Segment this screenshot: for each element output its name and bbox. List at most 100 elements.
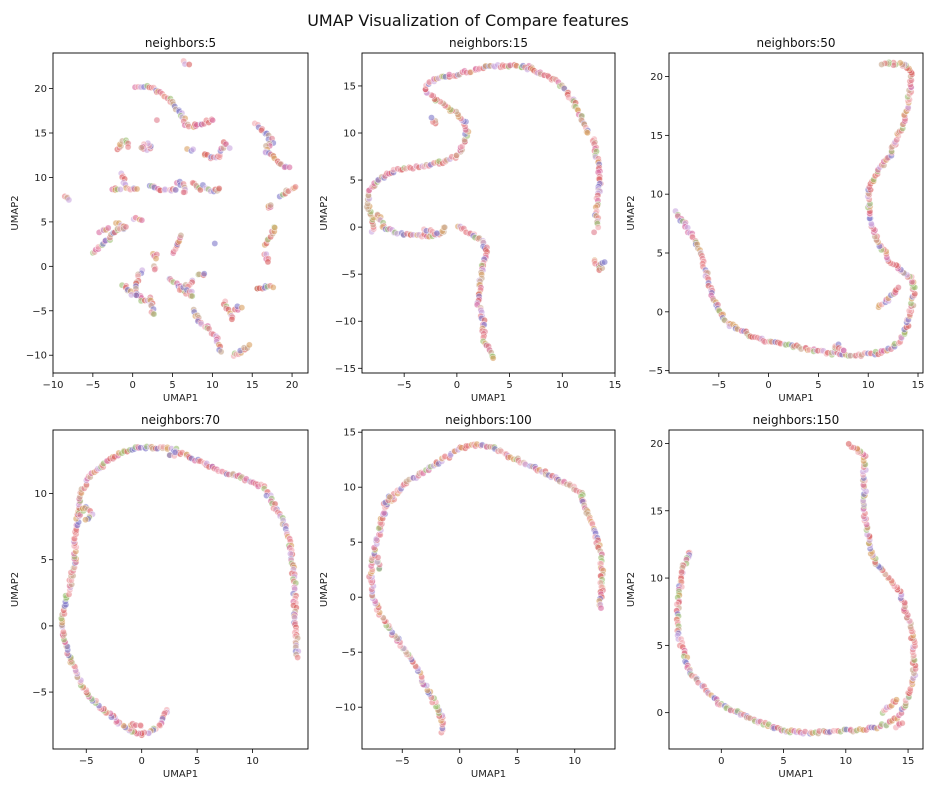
- panel-title: neighbors:150: [753, 413, 840, 427]
- x-tick-label: 0: [130, 380, 136, 391]
- data-point: [428, 114, 435, 121]
- data-point: [840, 347, 848, 354]
- data-point: [374, 554, 382, 561]
- data-point: [122, 223, 130, 231]
- scatter-points: [672, 59, 919, 360]
- data-point: [590, 228, 598, 236]
- y-tick-label: 10: [343, 129, 356, 140]
- data-point: [489, 354, 497, 362]
- y-axis-label: UMAP2: [319, 572, 330, 607]
- y-axis-label: UMAP2: [10, 572, 21, 607]
- x-axis-label: UMAP1: [778, 393, 813, 404]
- y-tick-label: 15: [650, 131, 663, 142]
- data-point: [226, 144, 233, 152]
- y-tick-label: 20: [650, 439, 663, 450]
- y-tick-label: −5: [341, 270, 356, 281]
- data-point: [132, 291, 140, 299]
- panel-title: neighbors:50: [756, 36, 835, 50]
- data-point: [137, 722, 144, 729]
- data-point: [209, 116, 216, 124]
- y-tick-label: 0: [657, 708, 663, 719]
- data-point: [594, 224, 602, 231]
- x-tick-label: 10: [556, 380, 569, 391]
- data-point: [117, 186, 124, 193]
- data-point: [138, 216, 146, 224]
- panel-title: neighbors:70: [141, 413, 220, 427]
- x-tick-label: 15: [902, 756, 915, 767]
- umap-panel-1: −10 −5 0 5 10 15 20 −10 −5 0 5 10 15 20 neighbors:5 UMA…: [10, 36, 309, 404]
- x-axis-label: UMAP1: [163, 393, 198, 404]
- data-point: [189, 145, 197, 153]
- data-point: [845, 440, 853, 448]
- data-point: [177, 232, 185, 239]
- y-tick-label: −10: [335, 317, 356, 328]
- axes-frame: [361, 52, 616, 374]
- y-tick-label: 0: [350, 593, 356, 604]
- data-point: [138, 144, 145, 151]
- y-tick-label: 20: [34, 84, 47, 95]
- x-tick-label: 5: [780, 756, 786, 767]
- data-point: [171, 449, 179, 456]
- x-tick-label: −5: [79, 756, 94, 767]
- data-point: [433, 229, 441, 237]
- data-point: [447, 451, 454, 459]
- data-point: [238, 304, 246, 311]
- scatter-points: [58, 443, 302, 739]
- scatter-points: [61, 57, 299, 360]
- data-point: [151, 266, 158, 273]
- x-tick-label: 15: [246, 380, 259, 391]
- data-point: [597, 604, 605, 612]
- x-tick-label: 10: [206, 380, 219, 391]
- x-tick-label: 10: [862, 380, 875, 391]
- y-tick-label: 20: [650, 72, 663, 83]
- figure-title: UMAP Visualization of Compare features: [307, 11, 629, 30]
- x-tick-label: 0: [457, 756, 463, 767]
- y-tick-label: 10: [650, 190, 663, 201]
- panel-title: neighbors:15: [449, 36, 528, 50]
- x-tick-label: 0: [454, 380, 460, 391]
- x-tick-label: −5: [397, 380, 412, 391]
- y-tick-label: 5: [350, 538, 356, 549]
- x-tick-label: 0: [718, 756, 724, 767]
- x-tick-label: 5: [514, 756, 520, 767]
- axes-frame: [668, 52, 924, 374]
- data-point: [286, 163, 293, 171]
- umap-panel-3: −5 0 5 10 15 −5 0 5 10 15 20 neighbors:50 UMAP1 UMAP2: [626, 36, 924, 404]
- data-point: [895, 284, 902, 291]
- scatter-points: [365, 440, 607, 736]
- y-tick-label: −5: [32, 688, 47, 699]
- y-tick-label: 15: [343, 81, 356, 92]
- y-axis-label: UMAP2: [10, 195, 21, 230]
- data-point: [893, 696, 900, 704]
- y-tick-label: 5: [350, 176, 356, 187]
- data-point: [65, 196, 73, 204]
- data-point: [82, 516, 89, 524]
- umap-panel-6: 0 5 10 15 0 5 10 15 20 neighbors:150 UMAP1 UMAP2: [626, 413, 924, 780]
- y-tick-label: 10: [34, 173, 47, 184]
- y-tick-label: 15: [650, 506, 663, 517]
- data-point: [188, 292, 196, 300]
- y-tick-label: 10: [650, 574, 663, 585]
- y-tick-label: 10: [34, 489, 47, 500]
- y-tick-label: −10: [26, 351, 47, 362]
- panel-title: neighbors:5: [145, 36, 216, 50]
- data-point: [228, 315, 236, 323]
- umap-panel-4: −5 0 5 10 −5 0 5 10 neighbors:70 UMAP1 UMAP2: [10, 413, 309, 780]
- data-point: [601, 258, 608, 266]
- x-tick-label: −5: [85, 380, 100, 391]
- x-tick-label: 5: [169, 380, 175, 391]
- data-point: [172, 186, 179, 194]
- x-tick-label: 15: [912, 380, 925, 391]
- y-tick-label: −5: [341, 648, 356, 659]
- x-axis-label: UMAP1: [778, 769, 813, 780]
- panel-title: neighbors:100: [445, 413, 532, 427]
- axes-frame: [361, 429, 616, 750]
- x-tick-label: −10: [42, 380, 63, 391]
- data-point: [267, 201, 275, 209]
- data-point: [153, 116, 161, 124]
- y-tick-label: −5: [32, 306, 47, 317]
- x-tick-label: 10: [568, 756, 581, 767]
- y-axis-label: UMAP2: [319, 195, 330, 230]
- y-tick-label: 5: [41, 555, 47, 566]
